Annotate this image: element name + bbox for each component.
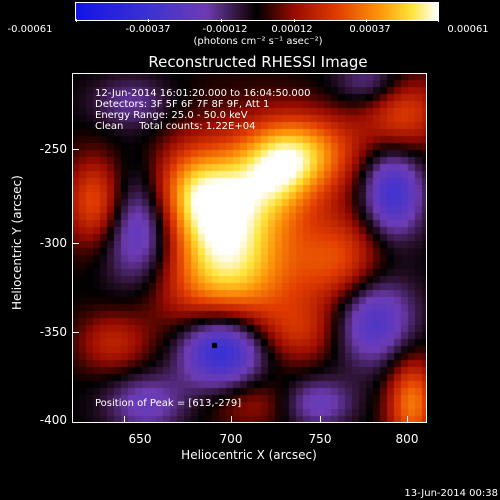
y-tick-mark — [72, 149, 79, 150]
colorbar-tick-label: 0.00012 — [271, 24, 313, 35]
colorbar-tick-mark — [438, 19, 439, 22]
x-tick-mark — [407, 416, 408, 423]
x-tick-mark — [320, 416, 321, 423]
colorbar — [75, 2, 439, 21]
colorbar-tick-mark — [148, 19, 149, 22]
colorbar-tick-label: -0.00012 — [202, 24, 248, 35]
x-tick-label: 650 — [128, 432, 152, 446]
y-tick-label: -300 — [39, 236, 67, 250]
y-tick-label: -400 — [39, 413, 67, 427]
colorbar-units: (photons cm⁻² s⁻¹ asec⁻²) — [193, 36, 323, 47]
y-axis-label: Heliocentric Y (arcsec) — [10, 175, 24, 310]
x-axis-label: Heliocentric X (arcsec) — [181, 448, 317, 462]
x-tick-label: 750 — [308, 432, 332, 446]
y-tick-label: -350 — [39, 325, 67, 339]
image-title: Reconstructed RHESSI Image — [148, 53, 368, 71]
peak-position-label: Position of Peak = [613,-279] — [95, 398, 242, 409]
y-tick-label: -250 — [39, 142, 67, 156]
method-counts-label: Clean Total counts: 1.22E+04 — [95, 121, 256, 132]
colorbar-tick-label: 0.00061 — [447, 24, 489, 35]
detectors-label: Detectors: 3F 5F 6F 7F 8F 9F, Att 1 — [95, 99, 270, 110]
time-range-label: 12-Jun-2014 16:01:20.000 to 16:04:50.000 — [95, 88, 311, 99]
y-tick-mark — [72, 332, 79, 333]
energy-range-label: Energy Range: 25.0 - 50.0 keV — [95, 110, 248, 121]
colorbar-tick-mark — [76, 19, 77, 22]
x-tick-label: 800 — [395, 432, 419, 446]
rhessi-image — [72, 73, 427, 423]
x-tick-label: 700 — [219, 432, 243, 446]
colorbar-tick-label: 0.00037 — [349, 24, 391, 35]
footer-date: 13-Jun-2014 00:38 — [404, 488, 498, 499]
x-tick-mark — [124, 416, 125, 423]
y-tick-mark — [72, 243, 79, 244]
colorbar-tick-mark — [294, 19, 295, 22]
colorbar-tick-label: -0.00037 — [125, 24, 171, 35]
x-tick-mark — [231, 416, 232, 423]
colorbar-tick-label: -0.00061 — [7, 24, 53, 35]
colorbar-tick-mark — [366, 19, 367, 22]
colorbar-tick-mark — [221, 19, 222, 22]
